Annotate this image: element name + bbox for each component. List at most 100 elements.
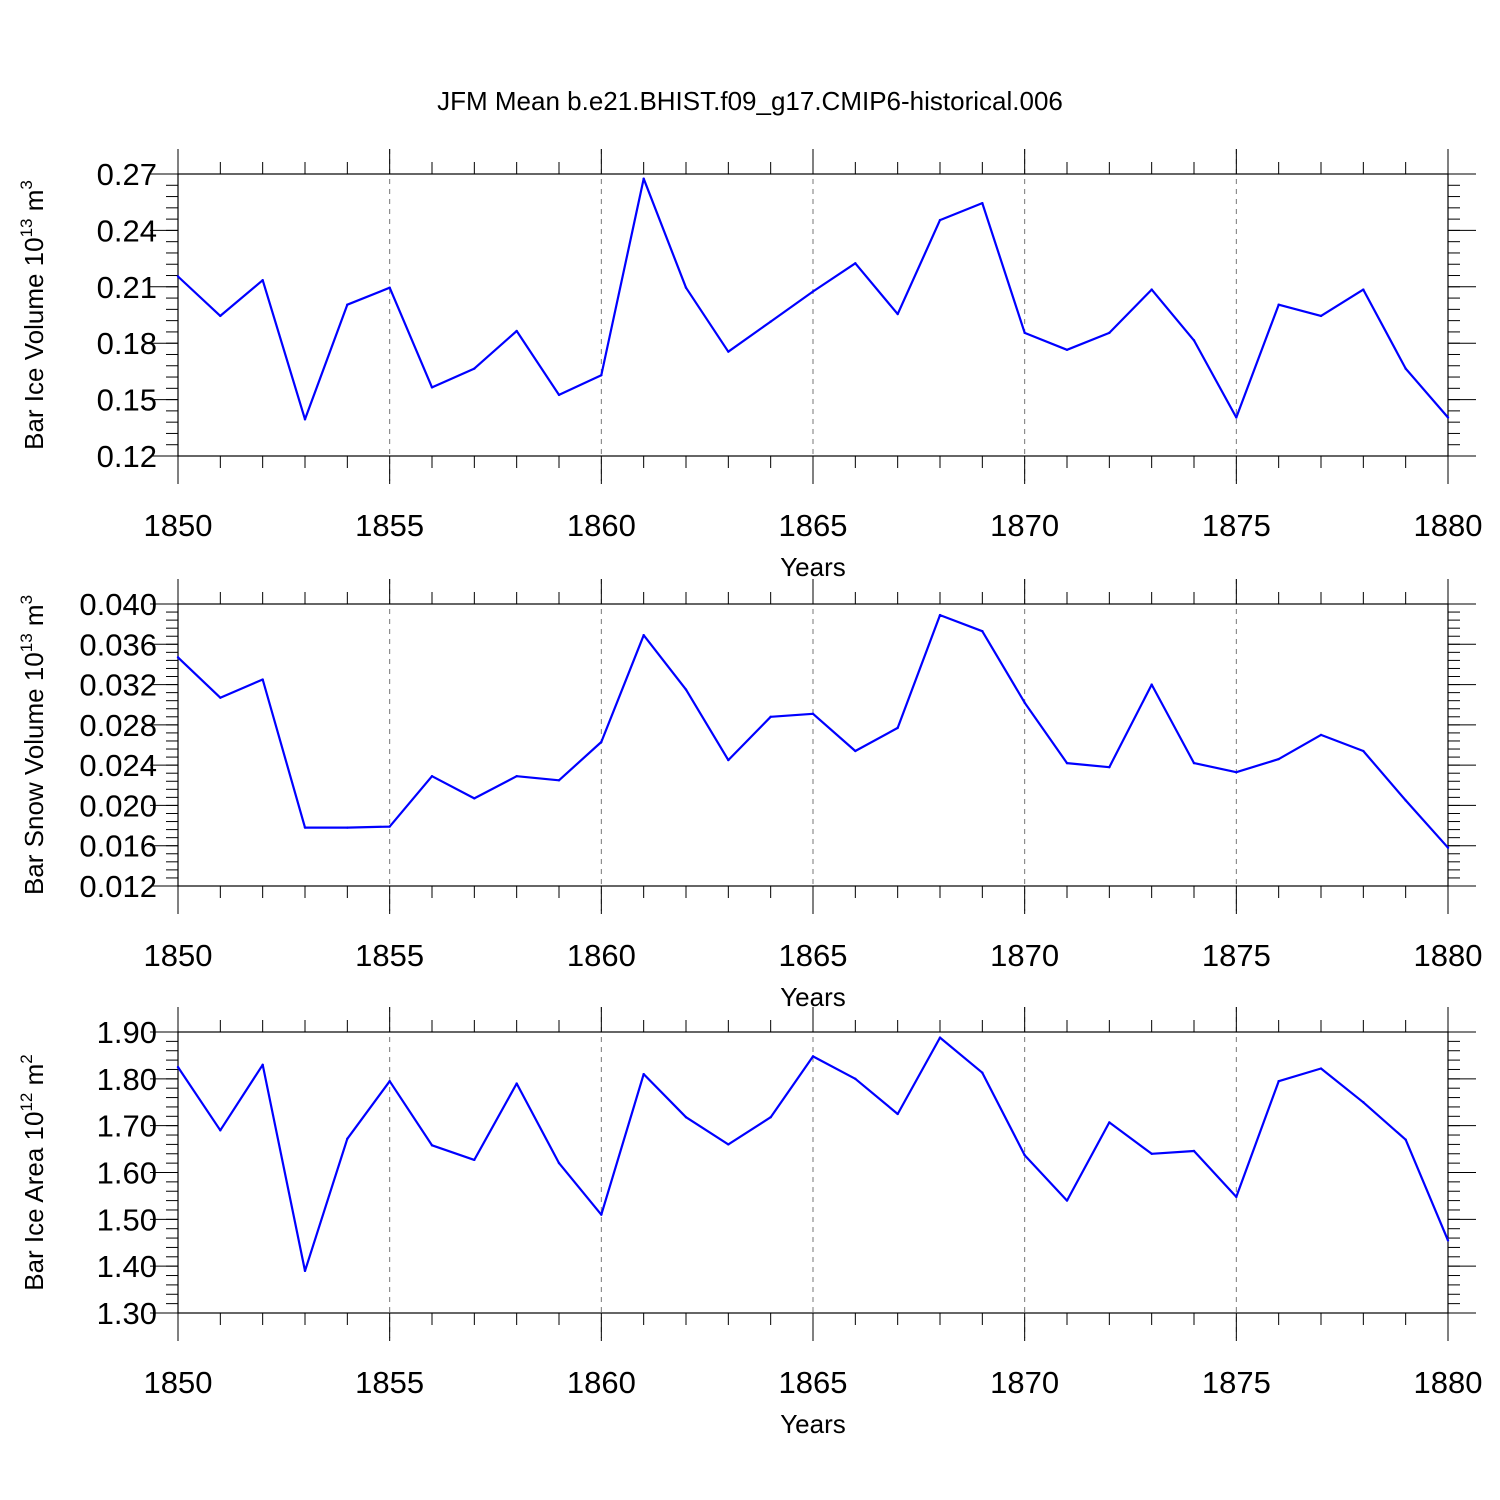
- x-axis-label: Years: [780, 552, 846, 582]
- data-point: [1277, 303, 1280, 306]
- data-point: [219, 1129, 222, 1132]
- y-tick-label: 0.24: [97, 213, 157, 248]
- y-tick-label: 0.020: [79, 788, 157, 823]
- data-point: [811, 290, 815, 293]
- y-axis-label-unit-exp: 3: [17, 595, 36, 604]
- x-tick-label: 1860: [567, 508, 636, 543]
- data-point: [769, 320, 772, 323]
- data-point: [1362, 749, 1365, 753]
- y-tick-label: 0.12: [97, 439, 157, 474]
- data-point: [811, 712, 815, 715]
- x-tick-label: 1855: [355, 938, 424, 973]
- y-tick-label: 1.40: [97, 1249, 157, 1284]
- x-tick-label: 1850: [144, 508, 213, 543]
- data-point: [1446, 846, 1450, 849]
- data-point: [176, 275, 180, 278]
- x-tick-label: 1870: [990, 508, 1059, 543]
- data-point: [1108, 765, 1111, 769]
- data-point: [854, 1077, 857, 1081]
- y-axis-label: Bar Ice Volume 1013 m3: [17, 180, 49, 450]
- data-point: [938, 613, 942, 617]
- data-point: [684, 688, 688, 691]
- y-axis-label-exp: 13: [17, 218, 36, 237]
- data-point: [896, 312, 899, 316]
- data-point: [261, 678, 264, 681]
- y-tick-label: 1.50: [97, 1202, 157, 1237]
- data-point: [515, 1082, 518, 1085]
- y-tick-label: 0.21: [97, 270, 157, 305]
- data-point: [473, 367, 476, 370]
- y-tick-label: 1.70: [97, 1109, 157, 1144]
- data-point: [557, 393, 561, 397]
- x-tick-label: 1850: [144, 1365, 213, 1400]
- plot-frame: [177, 1031, 1449, 1314]
- data-point: [1404, 1138, 1407, 1141]
- x-tick-label: 1880: [1414, 508, 1483, 543]
- data-point: [1362, 288, 1365, 291]
- data-point: [600, 1213, 603, 1216]
- data-point: [346, 826, 349, 829]
- x-tick-label: 1875: [1202, 508, 1271, 543]
- panel-ice-area: 1.30 1.40 1.50 1.60 1.70 1.80 1.90 1850 1855 1860…: [17, 1007, 1482, 1439]
- x-tick-label: 1860: [567, 1365, 636, 1400]
- data-point: [1150, 288, 1153, 291]
- data-point: [896, 1112, 899, 1116]
- x-tick-label: 1870: [990, 1365, 1059, 1400]
- x-tick-label: 1865: [779, 938, 848, 973]
- data-point: [346, 303, 349, 306]
- data-point: [430, 386, 434, 389]
- data-point: [769, 1116, 772, 1119]
- data-point: [1108, 1121, 1111, 1124]
- y-tick-label: 0.028: [79, 708, 157, 743]
- x-tick-label: 1855: [355, 1365, 424, 1400]
- data-point: [1235, 1195, 1238, 1199]
- data-point: [981, 629, 984, 633]
- y-axis-label-exp: 12: [17, 1093, 36, 1112]
- y-axis-label-unit-exp: 3: [17, 180, 36, 189]
- plot-frame: [177, 173, 1449, 457]
- y-tick-label: 0.040: [79, 587, 157, 622]
- y-axis-label-unit-exp: 2: [17, 1054, 36, 1063]
- data-point: [642, 1072, 645, 1076]
- y-tick-label: 0.032: [79, 668, 157, 703]
- data-point: [261, 279, 264, 282]
- data-point: [1277, 757, 1280, 761]
- data-point: [430, 1144, 434, 1147]
- data-point: [1404, 367, 1407, 370]
- x-tick-label: 1875: [1202, 1365, 1271, 1400]
- data-point: [981, 1071, 984, 1074]
- y-tick-label: 1.80: [97, 1062, 157, 1097]
- y-axis-label-prefix: Bar Ice Area 10: [19, 1112, 49, 1291]
- y-tick-label: 0.036: [79, 627, 157, 662]
- data-point: [388, 1079, 391, 1083]
- data-point: [1023, 701, 1026, 704]
- data-point: [219, 314, 222, 318]
- y-axis-label: Bar Snow Volume 1013 m3: [17, 595, 49, 895]
- data-point: [1235, 770, 1238, 774]
- data-point: [854, 262, 857, 265]
- x-tick-label: 1880: [1414, 938, 1483, 973]
- y-tick-label: 0.012: [79, 869, 157, 904]
- data-point: [430, 775, 434, 778]
- chart-title: JFM Mean b.e21.BHIST.f09_g17.CMIP6-histo…: [437, 86, 1063, 116]
- data-point: [303, 418, 307, 421]
- y-axis-label-unit: m: [19, 604, 49, 633]
- x-tick-label: 1860: [567, 938, 636, 973]
- y-tick-label: 0.15: [97, 383, 157, 418]
- data-point: [1150, 1152, 1153, 1155]
- y-tick-label: 1.60: [97, 1156, 157, 1191]
- plot-frame: [177, 603, 1449, 887]
- data-point: [1319, 314, 1323, 318]
- data-point: [1446, 1239, 1450, 1242]
- x-axis-label: Years: [780, 1409, 846, 1439]
- data-point: [473, 797, 476, 800]
- data-point: [176, 656, 180, 659]
- y-tick-label: 0.016: [79, 829, 157, 864]
- data-point: [642, 634, 645, 637]
- data-point: [1446, 416, 1450, 419]
- y-tick-label: 0.18: [97, 326, 157, 361]
- x-tick-label: 1865: [779, 1365, 848, 1400]
- x-tick-label: 1865: [779, 508, 848, 543]
- y-axis-label: Bar Ice Area 1012 m2: [17, 1054, 49, 1291]
